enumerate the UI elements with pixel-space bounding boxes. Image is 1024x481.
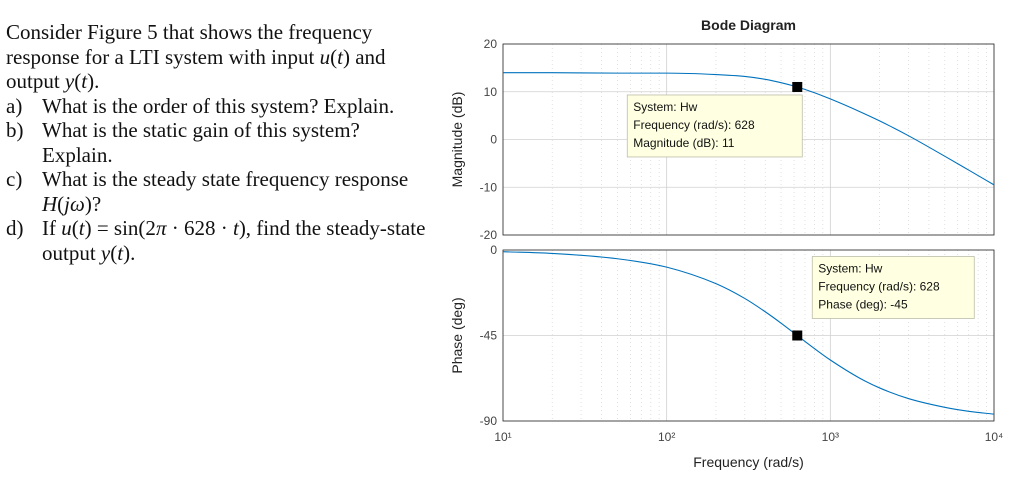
intro-text: ) and output: [6, 44, 386, 94]
magnitude-datatip-line: Magnitude (dB): 11: [633, 136, 734, 150]
math-var: t: [78, 216, 85, 240]
item-marker: d): [6, 216, 24, 240]
item-text: ), find the steady-state output: [42, 216, 426, 265]
math-var: t: [81, 69, 88, 93]
magnitude-y-tick-label: 10: [484, 85, 498, 99]
phase-y-label: Phase (deg): [449, 297, 465, 373]
phase-datatip-box: [811, 256, 975, 319]
phase-y-tick-label: -45: [480, 329, 498, 343]
math-var: jω: [64, 191, 85, 216]
phase-datatip-marker: [792, 330, 803, 341]
question-text: Consider Figure 5 that shows the frequen…: [6, 20, 426, 265]
item-text: (: [71, 216, 79, 240]
question-item-c: c) What is the steady state frequency re…: [6, 167, 426, 216]
intro-text: (: [74, 69, 82, 93]
math-var: π: [155, 216, 167, 240]
intro-text: ).: [87, 69, 100, 93]
magnitude-axes-box: [502, 43, 995, 236]
math-var: t: [232, 216, 239, 240]
item-text: ) = sin(2: [84, 216, 156, 240]
item-text: What is the order of this system? Explai…: [42, 93, 395, 118]
magnitude-panel: 20 10 0 -10 -20 Magnitude (dB) System: Hw Frequ…: [449, 37, 995, 242]
math-var: y: [100, 240, 111, 265]
magnitude-datatip-line: Frequency (rad/s): 628: [633, 118, 755, 132]
item-text: ).: [123, 240, 136, 265]
phase-datatip-line: Frequency (rad/s): 628: [818, 280, 940, 294]
item-text: (: [57, 191, 65, 216]
question-intro: Consider Figure 5 that shows the frequen…: [6, 20, 426, 94]
item-text: What is the steady state frequency respo…: [42, 167, 409, 191]
magnitude-y-label: Magnitude (dB): [449, 92, 465, 188]
x-tick-label: 10³: [822, 430, 839, 444]
phase-y-tick-label: 0: [490, 243, 497, 257]
chart-title: Bode Diagram: [701, 17, 796, 33]
phase-y-tick-label: -90: [480, 414, 498, 428]
intro-text: Consider Figure 5 that shows the frequen…: [6, 20, 373, 69]
item-marker: a): [6, 93, 23, 118]
item-marker: b): [6, 118, 24, 142]
magnitude-datatip-line: System: Hw: [633, 100, 697, 114]
math-var: H: [42, 191, 58, 216]
magnitude-y-tick-label: -10: [480, 180, 498, 194]
magnitude-y-tick-label: 0: [490, 133, 497, 147]
question-list: a) What is the order of this system? Exp…: [6, 94, 426, 266]
item-text: )?: [84, 191, 102, 216]
intro-text: (: [330, 44, 338, 69]
question-item-a: a) What is the order of this system? Exp…: [6, 94, 426, 119]
question-item-b: b) What is the static gain of this syste…: [6, 118, 426, 167]
question-item-d: d) If u(t) = sin(2π · 628 · t), find the…: [6, 216, 426, 265]
item-text: (: [110, 240, 118, 265]
magnitude-datatip-box: [626, 94, 803, 158]
item-marker: c): [6, 167, 23, 191]
item-text: If: [42, 216, 62, 240]
x-tick-label: 10²: [658, 430, 675, 444]
x-tick-label: 10¹: [494, 430, 511, 444]
math-var: y: [64, 69, 75, 93]
math-var: u: [319, 44, 331, 69]
x-tick-label: 10⁴: [985, 430, 1004, 444]
phase-datatip-line: Phase (deg): -45: [818, 298, 908, 312]
math-var: u: [61, 216, 72, 240]
magnitude-y-tick-label: -20: [480, 228, 498, 242]
phase-panel: 0 -45 -90 Phase (deg) System: Hw Frequency (r…: [449, 243, 1003, 470]
math-var: t: [337, 44, 343, 69]
magnitude-datatip-marker: [792, 81, 803, 92]
math-var: t: [117, 240, 124, 265]
item-text: What is the static gain of this system? …: [42, 118, 360, 167]
phase-axes-box: [502, 249, 995, 422]
item-text: · 628 ·: [166, 216, 233, 240]
x-axis-label: Frequency (rad/s): [693, 454, 803, 470]
magnitude-y-tick-label: 20: [484, 37, 498, 51]
phase-datatip-line: System: Hw: [818, 262, 882, 276]
